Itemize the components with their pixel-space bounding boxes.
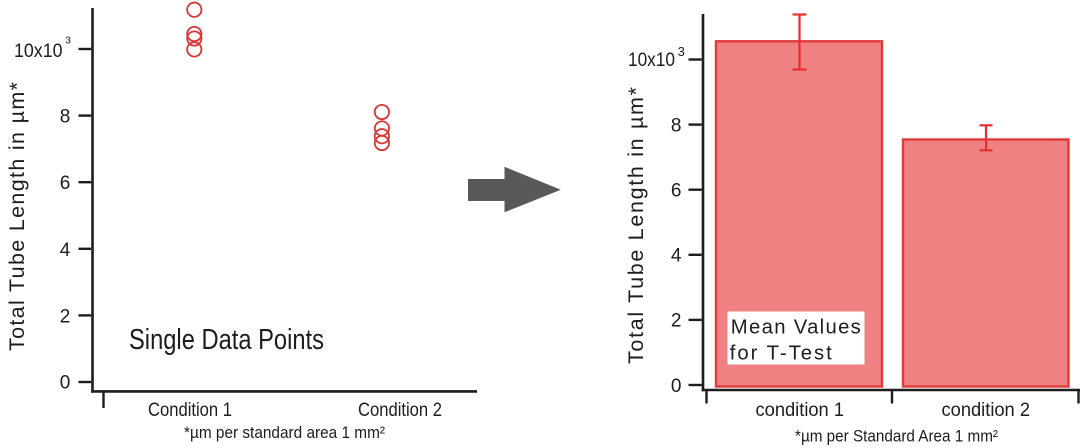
- svg-text:condition 2: condition 2: [942, 400, 1031, 421]
- svg-text:4: 4: [60, 240, 71, 261]
- svg-text:Single Data Points: Single Data Points: [129, 324, 324, 356]
- svg-text:*µm per standard area 1 mm²: *µm per standard area 1 mm²: [184, 424, 385, 442]
- svg-text:10x10: 10x10: [14, 41, 63, 62]
- svg-text:4: 4: [671, 246, 682, 267]
- svg-text:Total Tube Length in µm*: Total Tube Length in µm*: [5, 81, 29, 351]
- svg-text:Total Tube Length in µm*: Total Tube Length in µm*: [624, 86, 648, 364]
- svg-text:10x10: 10x10: [628, 50, 675, 71]
- svg-text:6: 6: [60, 173, 71, 194]
- svg-text:8: 8: [60, 107, 71, 128]
- svg-text:3: 3: [678, 44, 685, 59]
- svg-text:condition 1: condition 1: [756, 400, 845, 421]
- svg-text:0: 0: [60, 373, 71, 394]
- svg-text:*µm per Standard Area 1 mm²: *µm per Standard Area 1 mm²: [795, 427, 999, 445]
- svg-text:3: 3: [65, 35, 71, 47]
- svg-text:8: 8: [671, 115, 682, 136]
- svg-text:for T-Test: for T-Test: [730, 343, 832, 365]
- svg-text:2: 2: [671, 311, 682, 332]
- svg-text:0: 0: [671, 376, 682, 397]
- svg-text:6: 6: [671, 181, 682, 202]
- svg-text:Condition 1: Condition 1: [148, 400, 232, 421]
- svg-text:2: 2: [60, 306, 71, 327]
- svg-text:Condition 2: Condition 2: [358, 400, 442, 421]
- svg-text:Mean Values: Mean Values: [731, 317, 861, 339]
